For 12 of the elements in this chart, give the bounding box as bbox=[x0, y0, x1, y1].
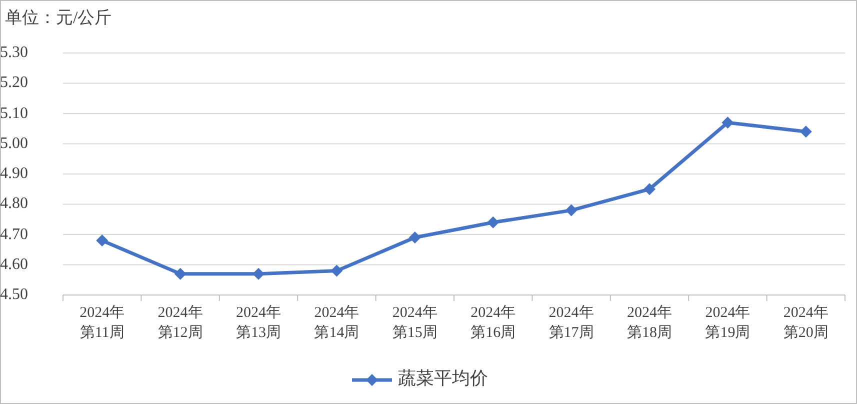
point bbox=[174, 268, 186, 280]
point bbox=[408, 232, 421, 244]
point bbox=[800, 126, 812, 138]
point bbox=[644, 183, 656, 196]
point bbox=[487, 216, 500, 228]
point bbox=[330, 264, 343, 277]
point bbox=[252, 268, 264, 280]
point bbox=[96, 234, 108, 247]
legend-text: 蔬菜平均价 bbox=[398, 368, 488, 388]
point bbox=[722, 116, 734, 129]
subtitle: 单位：元/公斤 bbox=[5, 8, 112, 28]
point bbox=[565, 204, 578, 216]
